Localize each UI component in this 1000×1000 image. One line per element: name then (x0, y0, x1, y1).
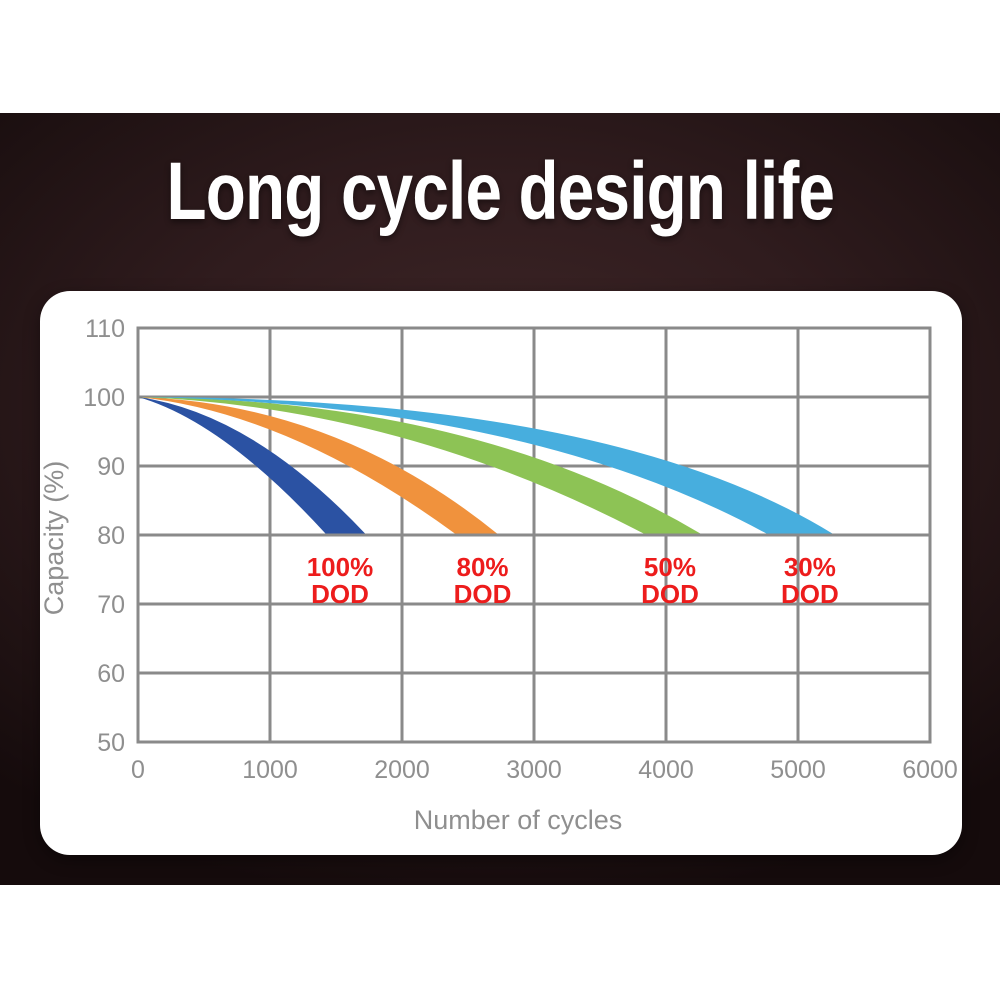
x-tick-3000: 3000 (506, 756, 562, 784)
page-title: Long cycle design life (0, 151, 1000, 233)
band-80-percent-dod (138, 397, 498, 534)
y-axis-title: Capacity (%) (40, 461, 69, 616)
grid (136, 326, 932, 744)
x-tick-0: 0 (131, 756, 145, 784)
annotation-line: 30% (784, 552, 836, 582)
annotation-line: 80% (456, 552, 508, 582)
annotation-80-percent-dod: 80%DOD (454, 552, 512, 609)
y-tick-70: 70 (97, 591, 125, 619)
y-tick-110: 110 (85, 315, 125, 343)
annotation-line: 50% (644, 552, 696, 582)
band-50-percent-dod (138, 397, 701, 534)
x-tick-1000: 1000 (242, 756, 298, 784)
band-100-percent-dod (138, 397, 366, 534)
annotation-line: DOD (454, 579, 512, 609)
x-axis-title: Number of cycles (414, 805, 623, 835)
chart-card: 110 100 90 80 70 60 50 0 1000 2000 3000 4000 5000 600… (39, 291, 962, 855)
y-tick-80: 80 (97, 522, 125, 550)
x-tick-6000: 6000 (902, 756, 958, 784)
tick-labels: 110 100 90 80 70 60 500 1000 2000 3000 4000 5000 600… (83, 315, 958, 784)
top-white-strip (0, 0, 1000, 113)
annotation-30-percent-dod: 30%DOD (781, 552, 839, 609)
dark-background-panel: Long cycle design life 110 100 90 80 70 60 50 0… (0, 113, 1000, 885)
x-tick-4000: 4000 (638, 756, 694, 784)
x-tick-5000: 5000 (770, 756, 826, 784)
annotation-line: DOD (311, 579, 369, 609)
plot-border (136, 326, 932, 744)
capacity-bands (138, 397, 833, 534)
page-title-text: Long cycle design life (166, 146, 835, 237)
y-tick-60: 60 (97, 660, 125, 688)
annotation-line: DOD (641, 579, 699, 609)
y-tick-100: 100 (83, 384, 125, 412)
annotation-100-percent-dod: 100%DOD (307, 552, 374, 609)
chart-svg: 110 100 90 80 70 60 500 1000 2000 3000 4000 5000 600… (39, 315, 958, 835)
band-30-percent-dod (138, 397, 833, 534)
x-tick-2000: 2000 (374, 756, 430, 784)
y-tick-90: 90 (97, 453, 125, 481)
y-tick-50: 50 (97, 729, 125, 757)
bottom-white-strip (0, 885, 1000, 1000)
annotation-line: DOD (781, 579, 839, 609)
annotation-line: 100% (307, 552, 374, 582)
annotation-50-percent-dod: 50%DOD (641, 552, 699, 609)
